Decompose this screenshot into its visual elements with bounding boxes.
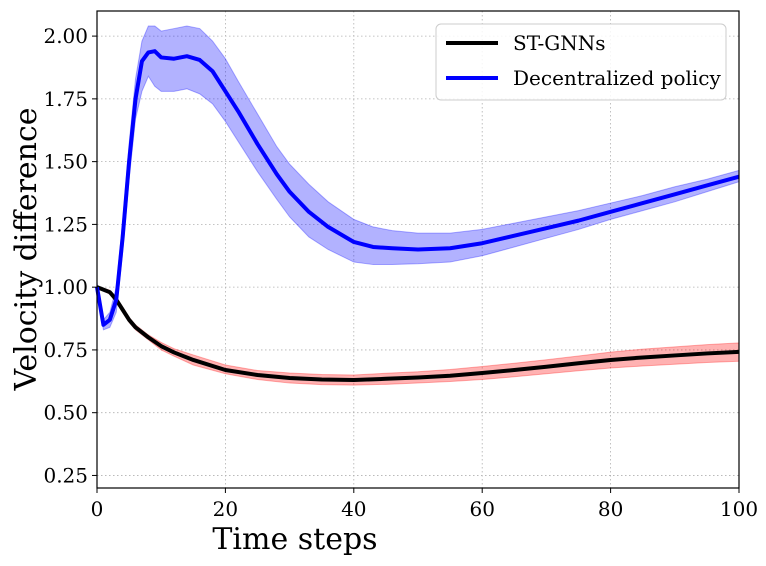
y-tick-label-4: 1.25 [43, 212, 88, 236]
x-tick-label-1: 20 [213, 497, 238, 521]
band-st-gnns [96, 285, 740, 386]
x-axis-label: Time steps [212, 522, 377, 557]
y-tick-label-0: 0.25 [43, 463, 88, 487]
series-lines [95, 49, 740, 383]
x-tick-label-2: 40 [341, 497, 366, 521]
series-line-decentralized-policy [95, 49, 740, 327]
plot-frame [96, 10, 740, 489]
legend-frame [435, 23, 727, 101]
y-ticks: 0.25 0.50 0.75 1.00 1.25 1.50 1.75 2.00 [43, 24, 97, 487]
x-tick-label-5: 100 [720, 497, 758, 521]
y-axis-label: Velocity difference [9, 107, 44, 391]
legend-label-st-gnns: ST-GNNs [513, 31, 605, 55]
y-tick-label-2: 0.75 [43, 338, 88, 362]
y-tick-label-6: 1.75 [43, 87, 88, 111]
axes [96, 10, 740, 489]
y-tick-label-3: 1.00 [43, 275, 88, 299]
legend-label-decentralized-policy: Decentralized policy [513, 66, 721, 90]
series-line-st-gnns [96, 285, 740, 383]
grid [96, 11, 740, 488]
y-tick-label-5: 1.50 [43, 150, 88, 174]
x-ticks: 0 20 40 60 80 100 [91, 488, 758, 521]
y-tick-label-7: 2.00 [43, 24, 88, 48]
x-tick-label-4: 80 [598, 497, 623, 521]
legend: ST-GNNs Decentralized policy [435, 23, 727, 101]
x-tick-label-3: 60 [469, 497, 494, 521]
y-tick-label-1: 0.50 [43, 401, 88, 425]
x-tick-label-0: 0 [91, 497, 104, 521]
